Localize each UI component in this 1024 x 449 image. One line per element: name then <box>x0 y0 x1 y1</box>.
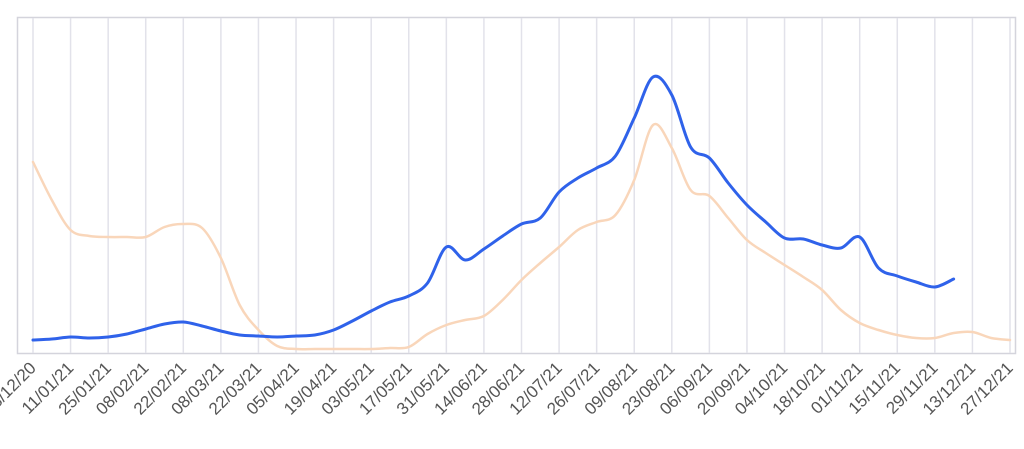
series-line <box>31 122 1012 351</box>
series-line <box>31 74 956 342</box>
plot-frame <box>16 16 1017 355</box>
